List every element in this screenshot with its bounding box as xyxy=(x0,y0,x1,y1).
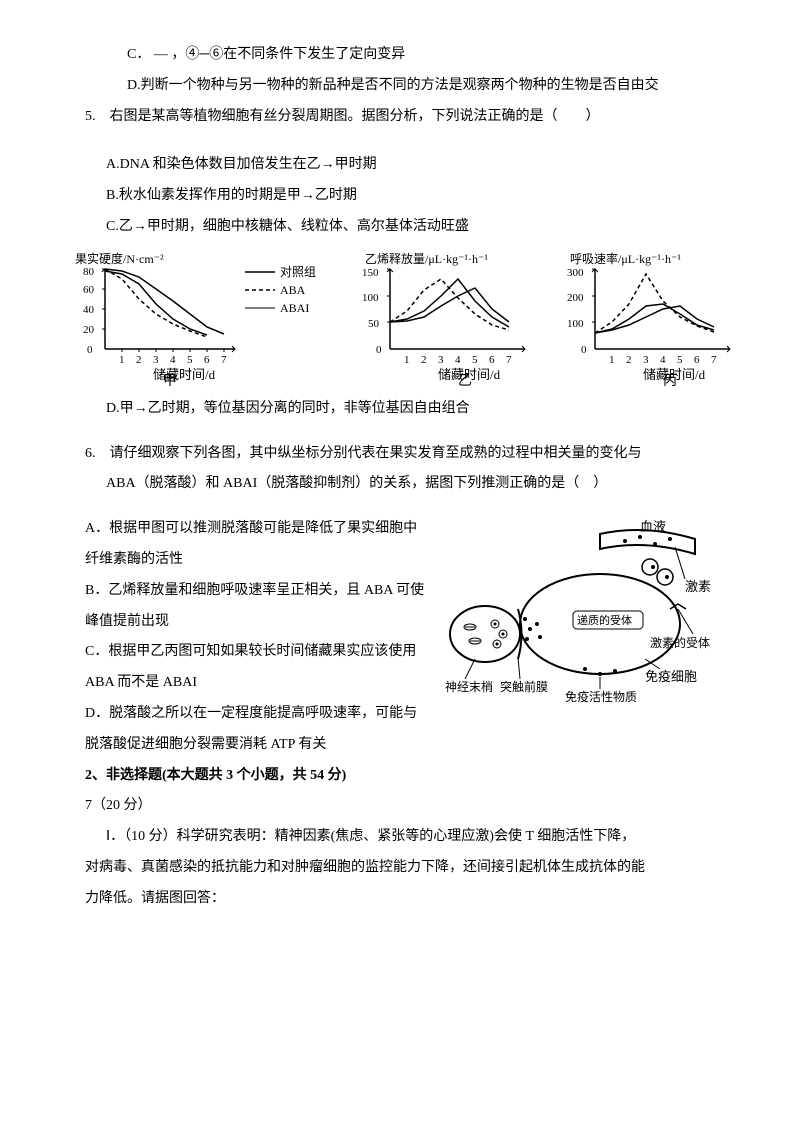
svg-text:0: 0 xyxy=(87,344,93,356)
label-mianyi-xibao: 免疫细胞 xyxy=(645,669,697,684)
chart-jia-ytitle: 果实硬度/N·cm⁻² xyxy=(75,251,164,266)
svg-text:100: 100 xyxy=(362,292,379,304)
label-jisu-shouti: 激素的受体 xyxy=(650,635,710,650)
q4-option-d: D.判断一个物种与另一物种的新品种是否不同的方法是观察两个物种的生物是否自由交 xyxy=(85,71,715,102)
svg-text:6: 6 xyxy=(204,354,210,366)
svg-text:1: 1 xyxy=(404,354,410,366)
q5-option-b: B.秋水仙素发挥作用的时期是甲→乙时期 xyxy=(85,181,715,212)
svg-text:4: 4 xyxy=(455,354,461,366)
q7-i1: Ⅰ．（10 分）科学研究表明：精神因素(焦虑、紧张等的心理应激)会使 T 细胞活… xyxy=(85,822,715,853)
svg-text:60: 60 xyxy=(83,284,95,296)
label-tuchuqianmo: 突触前膜 xyxy=(500,679,548,694)
svg-text:2: 2 xyxy=(421,354,427,366)
q7-i3: 力降低。请据图回答： xyxy=(85,884,715,915)
legend-aba: ABA xyxy=(280,283,306,297)
svg-text:6: 6 xyxy=(489,354,495,366)
label-dizhi-shouti: 递质的受体 xyxy=(577,613,632,627)
svg-text:100: 100 xyxy=(567,318,584,330)
q6-stem1: 6. 请仔细观察下列各图，其中纵坐标分别代表在果实发育至成熟的过程中相关量的变化… xyxy=(85,439,715,470)
svg-text:1: 1 xyxy=(119,354,125,366)
svg-text:4: 4 xyxy=(170,354,176,366)
legend-control: 对照组 xyxy=(280,265,316,279)
svg-text:7: 7 xyxy=(711,354,717,366)
q6-option-d2: 脱落酸促进细胞分裂需要消耗 ATP 有关 xyxy=(85,730,715,761)
chart-bing: 呼吸速率/μL·kg⁻¹·h⁻¹ 0 100 200 300 123 4567 xyxy=(565,251,765,386)
svg-text:2: 2 xyxy=(626,354,632,366)
charts-row: 果实硬度/N·cm⁻² 0 20 40 60 80 1 xyxy=(75,251,765,386)
label-shenjing-moshao: 神经末梢 xyxy=(445,679,493,694)
svg-text:300: 300 xyxy=(567,267,584,279)
q5-option-c: C.乙→甲时期，细胞中核糖体、线粒体、高尔基体活动旺盛 xyxy=(85,212,715,243)
svg-text:5: 5 xyxy=(187,354,193,366)
svg-text:1: 1 xyxy=(609,354,615,366)
q7-header: 7（20 分） xyxy=(85,791,715,822)
svg-text:6: 6 xyxy=(694,354,700,366)
q5-option-d: D.甲→乙时期，等位基因分离的同时，非等位基因自由组合 xyxy=(85,394,715,425)
chart-jia-caption: 甲 xyxy=(163,374,177,386)
section2-title: 2、非选择题(本大题共 3 个小题，共 54 分) xyxy=(85,761,715,792)
svg-text:80: 80 xyxy=(83,266,95,278)
chart-jia: 果实硬度/N·cm⁻² 0 20 40 60 80 1 xyxy=(75,251,355,386)
chart-bing-caption: 丙 xyxy=(663,374,677,386)
q5-option-a: A.DNA 和染色体数目加倍发生在乙→甲时期 xyxy=(85,150,715,181)
chart-bing-ytitle: 呼吸速率/μL·kg⁻¹·h⁻¹ xyxy=(570,251,681,266)
legend-abai: ABAI xyxy=(280,301,309,315)
svg-text:5: 5 xyxy=(677,354,683,366)
q4-option-c: C． — ，④─⑥在不同条件下发生了定向变异 xyxy=(85,40,715,71)
q5-stem: 5. 右图是某高等植物细胞有丝分裂周期图。据图分析，下列说法正确的是（ ） xyxy=(85,102,715,133)
chart-yi-caption: 乙 xyxy=(458,373,472,386)
q6-stem2: ABA（脱落酸）和 ABAI（脱落酸抑制剂）的关系，据图下列推测正确的是（ ） xyxy=(85,469,715,500)
svg-text:0: 0 xyxy=(376,344,382,356)
svg-text:4: 4 xyxy=(660,354,666,366)
svg-text:3: 3 xyxy=(438,354,444,366)
svg-text:20: 20 xyxy=(83,324,95,336)
svg-text:5: 5 xyxy=(472,354,478,366)
chart-yi-ytitle: 乙烯释放量/μL·kg⁻¹·h⁻¹ xyxy=(365,251,488,266)
svg-text:200: 200 xyxy=(567,292,584,304)
q7-i2: 对病毒、真菌感染的抵抗能力和对肿瘤细胞的监控能力下降，还间接引起机体生成抗体的能 xyxy=(85,853,715,884)
svg-text:2: 2 xyxy=(136,354,142,366)
svg-text:50: 50 xyxy=(368,318,380,330)
svg-text:7: 7 xyxy=(506,354,512,366)
svg-text:3: 3 xyxy=(153,354,159,366)
synapse-immune-diagram: 血液 激素 递质的受体 激素的受体 免疫细胞 免疫活性物质 xyxy=(445,519,715,704)
svg-text:3: 3 xyxy=(643,354,649,366)
svg-text:40: 40 xyxy=(83,304,95,316)
svg-text:150: 150 xyxy=(362,267,379,279)
label-xueye: 血液 xyxy=(640,519,666,534)
chart-yi: 乙烯释放量/μL·kg⁻¹·h⁻¹ 0 50 100 150 123 4567 xyxy=(360,251,560,386)
svg-text:7: 7 xyxy=(221,354,227,366)
label-mianyi-huoxing: 免疫活性物质 xyxy=(565,689,637,704)
label-jisu: 激素 xyxy=(685,579,711,594)
svg-text:0: 0 xyxy=(581,344,587,356)
